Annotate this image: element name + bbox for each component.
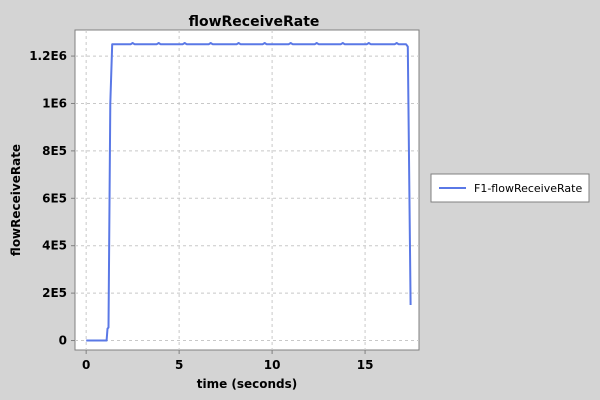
legend-series-label: F1-flowReceiveRate — [474, 182, 582, 195]
y-tick-label: 6E5 — [42, 191, 67, 205]
y-tick-label: 4E5 — [42, 239, 67, 253]
x-tick-label: 10 — [264, 358, 281, 372]
x-gridlines — [85, 30, 366, 350]
x-tick-label: 15 — [357, 358, 374, 372]
chart-title: flowReceiveRate — [189, 14, 320, 30]
y-axis-label: flowReceiveRate — [9, 144, 23, 256]
series-layer — [86, 42, 412, 342]
y-tick-label: 8E5 — [42, 144, 67, 158]
y-tick-label: 1.2E6 — [29, 49, 67, 63]
y-axis-ticks: 0 2E5 4E5 6E5 8E5 1E6 1.2E6 — [29, 49, 75, 348]
x-tick-label: 5 — [175, 358, 183, 372]
y-tick-label: 1E6 — [42, 96, 67, 110]
plot-area — [74, 29, 420, 351]
series-line-0 — [86, 42, 412, 342]
legend: F1-flowReceiveRate — [430, 173, 590, 203]
y-tick-label: 2E5 — [42, 286, 67, 300]
y-tick-label: 0 — [59, 334, 67, 348]
x-axis-ticks: 0 5 10 15 — [82, 350, 373, 372]
x-axis-label: time (seconds) — [197, 377, 298, 391]
x-tick-label: 0 — [82, 358, 90, 372]
